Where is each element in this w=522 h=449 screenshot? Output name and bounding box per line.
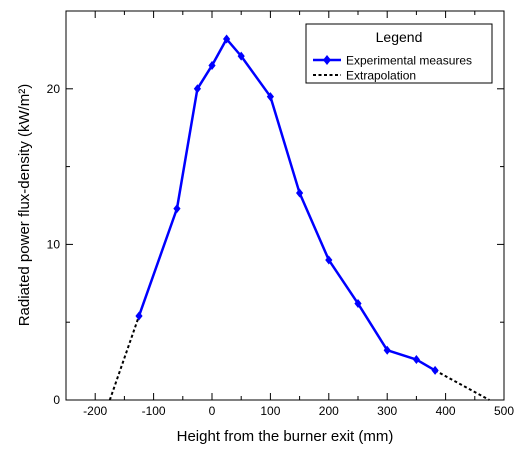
x-tick-label: -100 [142,404,166,418]
data-point-diamond [431,365,439,375]
plot-frame [65,10,505,401]
legend-label-experimental: Experimental measures [346,54,472,68]
x-tick-label: -200 [83,404,107,418]
x-tick-label: 200 [319,404,339,418]
x-tick-label: 300 [377,404,397,418]
y-tick-label: 10 [47,237,61,251]
data-point-diamond [135,311,143,321]
data-point-diamond [223,34,231,44]
y-tick-label: 20 [47,82,61,96]
x-tick-label: 400 [436,404,456,418]
extrapolation-line [108,315,140,401]
y-tick-label: 0 [53,393,60,407]
data-point-diamond [193,84,201,94]
data-point-diamond [354,299,362,309]
data-point-diamond [325,255,333,265]
x-axis-label: Height from the burner exit (mm) [177,428,394,445]
x-tick-label: 100 [260,404,280,418]
series-layer [108,34,490,401]
extrapolation-line [434,369,490,401]
data-point-diamond [412,355,420,365]
legend: Legend Experimental measures Extrapolati… [305,23,493,84]
experimental-line [137,37,436,372]
legend-box [305,23,493,84]
legend-title: Legend [376,29,423,45]
x-tick-label: 0 [209,404,216,418]
data-point-diamond [383,345,391,355]
x-tick-label: 500 [494,404,514,418]
legend-marker-diamond [323,55,331,65]
data-point-diamond [208,60,216,70]
axis-ticks: -200 -100 0 100 200 300 400 500 0 10 20 [47,11,514,418]
data-point-diamond [173,204,181,214]
data-point-diamond [266,92,274,102]
y-axis-label: Radiated power flux-density (kW/m²) [16,84,33,327]
legend-label-extrapolation: Extrapolation [346,69,416,83]
data-point-diamond [296,188,304,198]
data-point-diamond [237,51,245,61]
